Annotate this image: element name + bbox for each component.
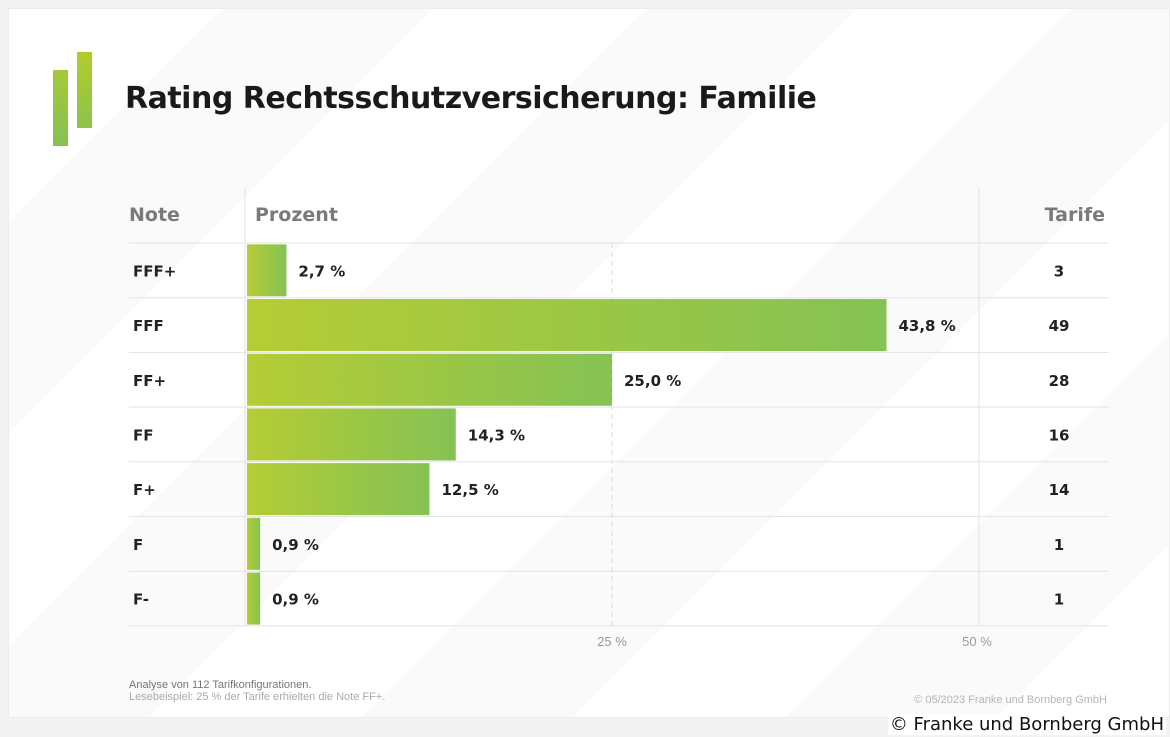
tarife-count: 1 bbox=[1054, 591, 1064, 609]
value-label: 43,8 % bbox=[898, 317, 955, 335]
tarife-count: 16 bbox=[1049, 426, 1070, 444]
category-label: FF+ bbox=[133, 372, 166, 390]
x-tick-label: 50 % bbox=[962, 634, 992, 649]
bar bbox=[247, 463, 430, 516]
copyright-notice: © 05/2023 Franke und Bornberg GmbH bbox=[914, 694, 1107, 706]
category-label: FFF bbox=[133, 317, 164, 335]
bar bbox=[247, 572, 261, 625]
chart-card: Rating Rechtsschutzversicherung: Familie… bbox=[8, 8, 1170, 718]
value-label: 0,9 % bbox=[272, 591, 319, 609]
value-label: 2,7 % bbox=[298, 262, 345, 280]
x-tick-label: 25 % bbox=[597, 634, 627, 649]
bar bbox=[247, 408, 456, 461]
image-credit: © Franke und Bornberg GmbH bbox=[887, 714, 1166, 735]
column-header-tarife: Tarife bbox=[1045, 204, 1105, 226]
bar bbox=[247, 353, 612, 406]
footnote: Analyse von 112 Tarifkonfigurationen. Le… bbox=[129, 679, 385, 703]
footnote-line-2: Lesebeispiel: 25 % der Tarife erhielten … bbox=[129, 691, 386, 703]
tarife-count: 1 bbox=[1054, 536, 1064, 554]
value-label: 14,3 % bbox=[468, 426, 525, 444]
chart-title: Rating Rechtsschutzversicherung: Familie bbox=[125, 81, 817, 116]
category-label: FF bbox=[133, 426, 154, 444]
bar bbox=[247, 299, 887, 352]
category-label: F bbox=[133, 536, 143, 554]
value-label: 12,5 % bbox=[442, 481, 499, 499]
footnote-line-1: Analyse von 112 Tarifkonfigurationen. bbox=[129, 679, 312, 691]
column-header-percent: Prozent bbox=[255, 204, 338, 226]
category-label: F- bbox=[133, 591, 149, 609]
tarife-count: 49 bbox=[1049, 317, 1070, 335]
category-label: FFF+ bbox=[133, 262, 176, 280]
logo-bar-right bbox=[77, 52, 92, 128]
tarife-count: 28 bbox=[1049, 372, 1070, 390]
bar bbox=[247, 517, 261, 570]
tarife-count: 14 bbox=[1049, 481, 1070, 499]
category-label: F+ bbox=[133, 481, 156, 499]
value-label: 0,9 % bbox=[272, 536, 319, 554]
column-header-note: Note bbox=[129, 204, 180, 226]
value-label: 25,0 % bbox=[624, 372, 681, 390]
logo-bar-left bbox=[53, 70, 68, 146]
bar bbox=[247, 244, 287, 297]
tarife-count: 3 bbox=[1054, 262, 1064, 280]
